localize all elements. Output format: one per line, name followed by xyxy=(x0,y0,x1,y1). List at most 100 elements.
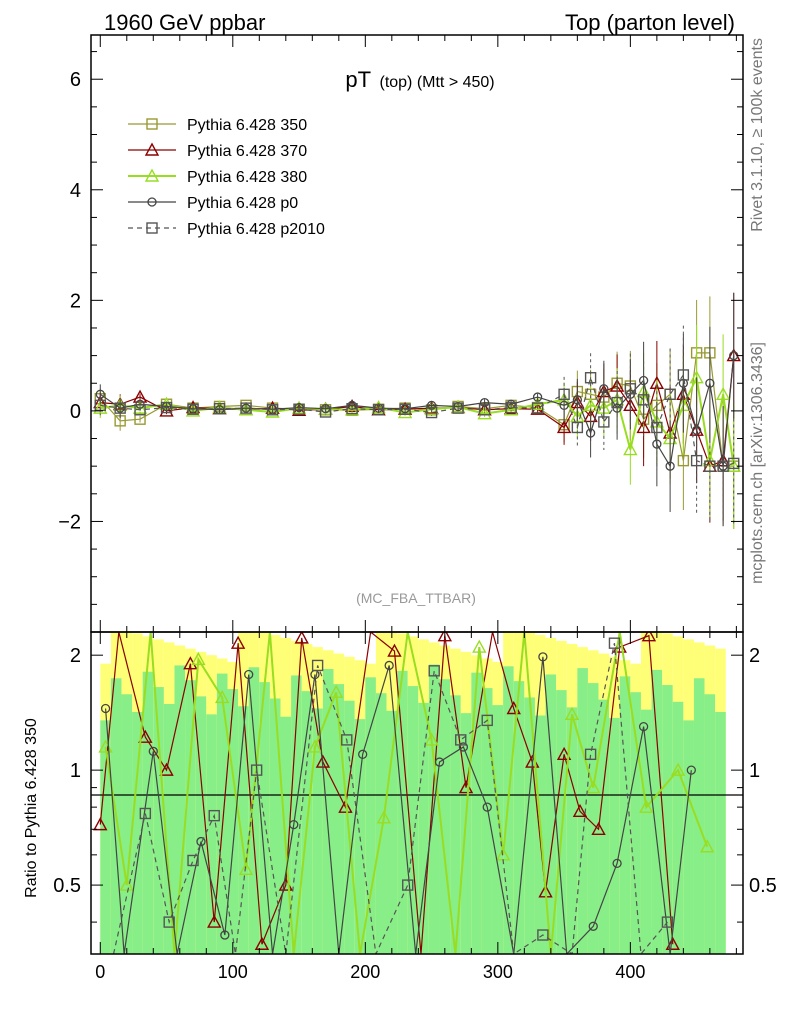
ratio-band-green xyxy=(630,692,641,954)
ratio-band-green xyxy=(142,671,154,954)
ratio-data-point xyxy=(207,914,222,928)
ratio-data-point xyxy=(481,714,493,727)
data-point xyxy=(94,399,106,412)
ratio-data-point xyxy=(294,632,309,644)
ratio-data-point xyxy=(670,762,686,776)
data-point xyxy=(478,404,491,416)
data-point xyxy=(599,384,609,394)
ratio-band-green xyxy=(693,678,705,954)
main-series-layer xyxy=(93,292,741,530)
data-point xyxy=(372,404,385,416)
series-4 xyxy=(94,325,740,527)
data-point xyxy=(637,394,650,406)
ratio-data-point xyxy=(384,660,394,671)
ratio-data-point xyxy=(187,854,199,867)
ratio-series-line xyxy=(99,632,674,954)
y-tick-label: 6 xyxy=(70,69,81,91)
ratio-data-point xyxy=(328,684,344,698)
ratio-data-point xyxy=(638,721,649,732)
data-point xyxy=(505,401,517,414)
ratio-band-green xyxy=(216,673,228,954)
data-point xyxy=(240,402,252,414)
ratio-band-green xyxy=(609,717,620,954)
ratio-band-green xyxy=(248,667,260,954)
ratio-data-point xyxy=(93,817,108,831)
plot-title-main: pT xyxy=(345,67,371,92)
data-point xyxy=(558,388,570,401)
ratio-series-line xyxy=(104,656,692,954)
ratio-band-green xyxy=(259,682,270,954)
ratio-data-point xyxy=(338,799,353,813)
data-point xyxy=(213,402,226,415)
data-point xyxy=(623,442,638,456)
ratio-data-point xyxy=(238,861,254,875)
ratio-data-point xyxy=(537,929,549,941)
y-tick-label: −2 xyxy=(58,511,81,533)
ratio-data-point xyxy=(100,703,111,714)
data-point xyxy=(319,406,332,418)
data-point xyxy=(532,392,543,402)
legend-item: Pythia 6.428 380 xyxy=(128,168,307,186)
ratio-band-green xyxy=(291,675,302,954)
data-point xyxy=(728,457,740,470)
data-point xyxy=(399,403,411,415)
legend-item: Pythia 6.428 370 xyxy=(128,142,307,160)
data-point xyxy=(572,395,582,405)
data-point xyxy=(585,428,596,438)
legend: Pythia 6.428 350 Pythia 6.428 370 Pythia 6… xyxy=(128,117,325,238)
legend-marker xyxy=(144,142,160,156)
data-point xyxy=(677,454,690,467)
ratio-band-green xyxy=(100,720,111,954)
ratio-band-green xyxy=(375,693,387,954)
data-point xyxy=(187,403,199,415)
data-point xyxy=(531,402,544,414)
ratio-band-green xyxy=(524,697,535,954)
ratio-data-point xyxy=(572,803,588,818)
legend-item: Pythia 6.428 p2010 xyxy=(128,221,325,238)
ratio-data-point xyxy=(191,651,206,666)
legend-marker xyxy=(146,118,158,130)
ratio-band-green xyxy=(619,676,631,954)
data-point xyxy=(134,404,146,416)
ratio-band-green xyxy=(227,689,239,954)
x-tick-label: 300 xyxy=(483,962,513,982)
x-tick-label: 0 xyxy=(95,962,105,982)
ratio-data-point xyxy=(208,809,220,822)
legend-label: Pythia 6.428 370 xyxy=(187,143,307,160)
ratio-band-green xyxy=(640,709,652,954)
ratio-data-point xyxy=(686,765,696,775)
ratio-band-green xyxy=(545,674,557,954)
ratio-data-point xyxy=(387,643,402,657)
ratio-data-point xyxy=(250,764,263,776)
ratio-band-green xyxy=(566,707,578,954)
data-point xyxy=(665,461,675,471)
ratio-data-point xyxy=(289,819,299,830)
ratio-data-point xyxy=(588,921,598,931)
x-tick-label: 200 xyxy=(350,962,380,982)
ratio-tick-label-right: 0.5 xyxy=(749,875,777,897)
data-point xyxy=(114,402,126,414)
ratio-band-green xyxy=(556,690,567,954)
ratio-data-point xyxy=(220,930,230,940)
ratio-data-point xyxy=(482,802,492,812)
ratio-band-green xyxy=(121,694,133,954)
data-point xyxy=(241,403,251,413)
ratio-data-point xyxy=(612,858,622,869)
ratio-data-point xyxy=(641,632,657,642)
data-point xyxy=(690,454,703,467)
ratio-data-point xyxy=(591,821,606,835)
ratio-data-point xyxy=(437,632,453,642)
ratio-band-green xyxy=(322,669,334,954)
ratio-series-layer xyxy=(93,632,715,954)
data-point xyxy=(664,388,676,401)
plot-title: pT (top) (Mtt > 450) xyxy=(345,67,494,92)
ratio-band-green xyxy=(662,685,673,954)
x-tick-label: 100 xyxy=(218,962,248,982)
ratio-series-1 xyxy=(98,632,715,954)
ratio-band-green xyxy=(153,687,164,954)
ratio-band-green xyxy=(513,681,525,954)
ratio-data-point xyxy=(564,706,580,721)
data-point xyxy=(624,383,637,395)
ratio-band-green xyxy=(132,711,143,954)
